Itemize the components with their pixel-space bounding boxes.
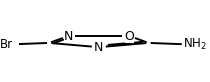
Text: NH$_2$: NH$_2$ bbox=[183, 37, 206, 52]
Text: N: N bbox=[94, 41, 104, 54]
Text: Br: Br bbox=[0, 38, 13, 51]
Text: N: N bbox=[63, 30, 73, 42]
Text: O: O bbox=[125, 30, 134, 42]
